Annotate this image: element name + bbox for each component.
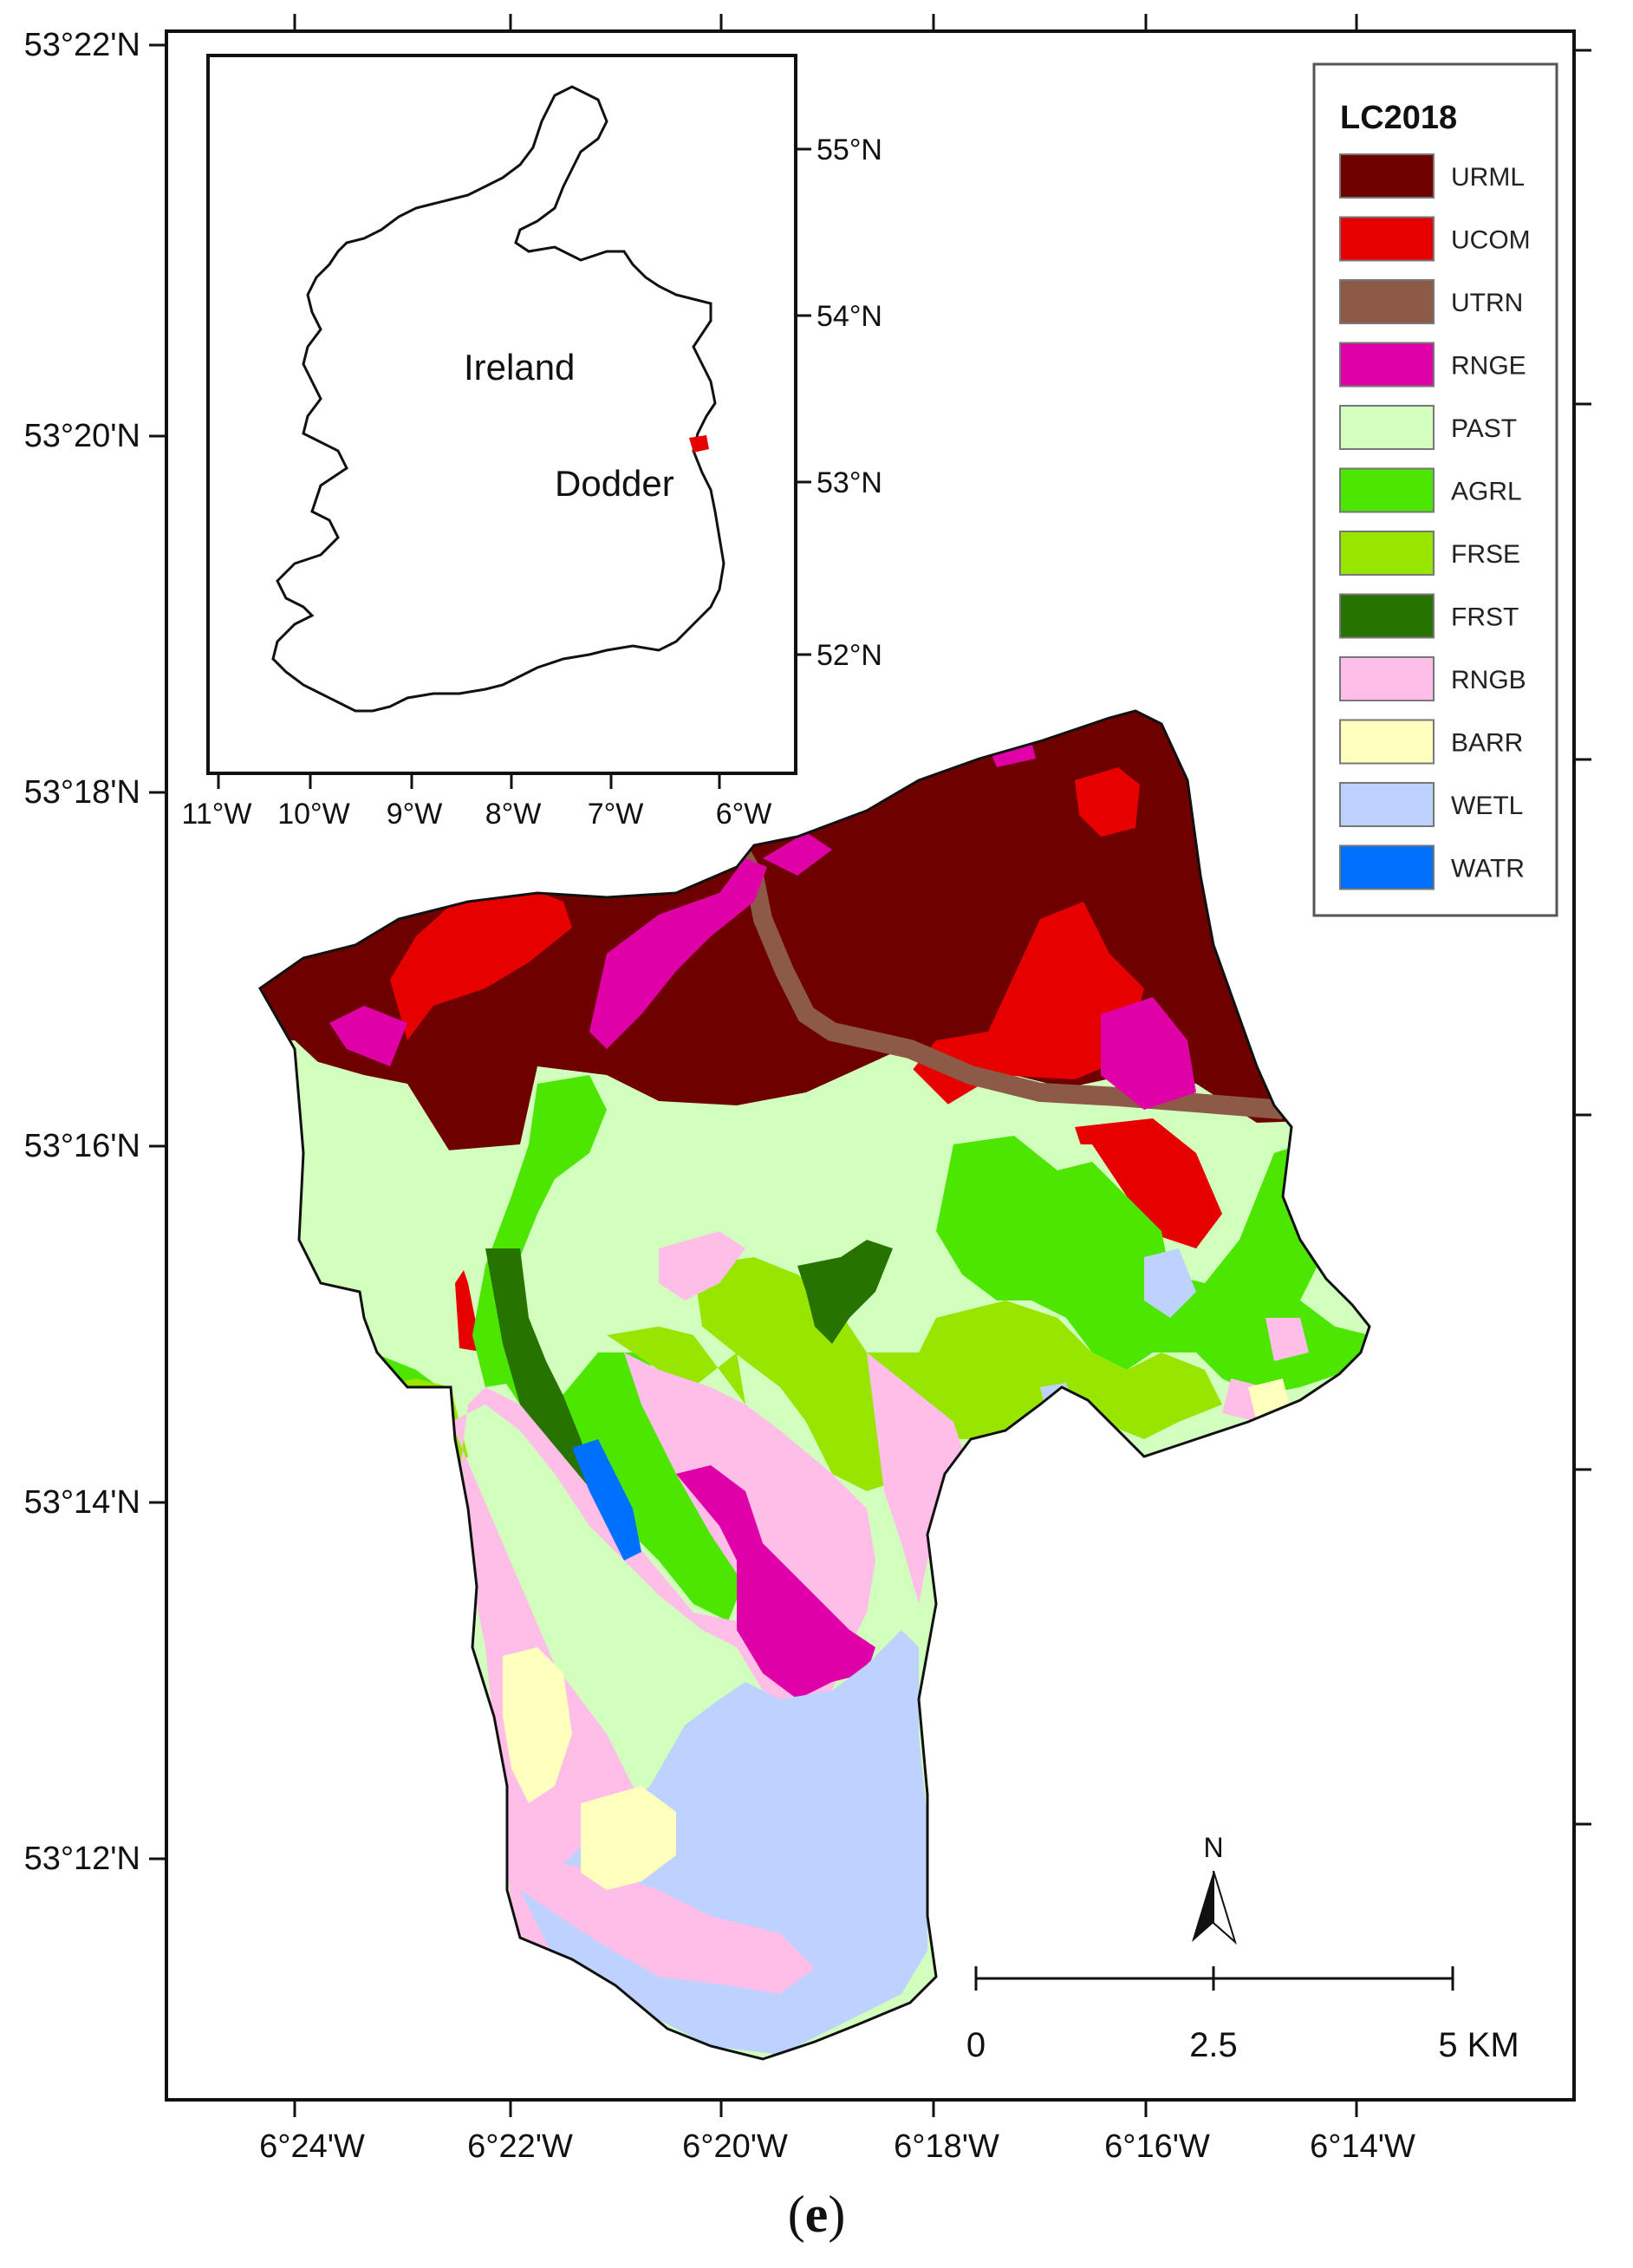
legend-swatch-barr <box>1339 719 1435 765</box>
ireland-outline <box>271 85 725 713</box>
legend-label-past: PAST <box>1451 414 1517 443</box>
legend-title: LC2018 <box>1340 100 1457 136</box>
lat-ticks <box>149 43 1591 1861</box>
scale-label: 2.5 <box>1189 2026 1238 2064</box>
inset-map: Ireland Dodder 55°N 54°N 53°N 52°N 11°W … <box>182 54 882 831</box>
lon-label: 6°22'W <box>467 2128 573 2165</box>
lon-label: 6°18'W <box>894 2128 999 2165</box>
legend-swatch-frst <box>1339 593 1435 639</box>
scale-label: 5 KM <box>1438 2026 1519 2064</box>
lon-ticks <box>293 14 1358 2117</box>
legend-label-frst: FRST <box>1451 603 1519 632</box>
lat-tick-labels: 53°22'N 53°20'N 53°18'N 53°16'N 53°14'N … <box>24 27 140 1877</box>
legend-swatch-wetl <box>1339 782 1435 827</box>
lon-label: 6°14'W <box>1310 2128 1415 2165</box>
legend-swatch-rngb <box>1339 656 1435 701</box>
north-arrow: N <box>1192 1832 1237 1945</box>
lon-tick-labels: 6°24'W 6°22'W 6°20'W 6°18'W 6°16'W 6°14'… <box>259 2128 1415 2165</box>
scale-bar <box>974 1966 1454 1991</box>
dodder-location <box>689 435 709 453</box>
inset-lon-label: 6°W <box>716 798 772 831</box>
caption-letter: e <box>804 2186 829 2243</box>
inset-lat-label: 55°N <box>816 134 882 166</box>
lat-label: 53°14'N <box>24 1484 140 1521</box>
legend-swatch-past <box>1339 405 1435 450</box>
lat-label: 53°16'N <box>24 1128 140 1164</box>
dodder-label: Dodder <box>555 463 674 504</box>
lat-label: 53°22'N <box>24 27 140 63</box>
lon-label: 6°20'W <box>682 2128 788 2165</box>
legend-swatch-ucom <box>1339 216 1435 262</box>
north-label: N <box>1203 1832 1223 1863</box>
inset-lat-label: 53°N <box>816 466 882 499</box>
legend-label-watr: WATR <box>1451 855 1525 883</box>
legend-swatch-rnge <box>1339 342 1435 388</box>
inset-lon-label: 9°W <box>387 798 443 831</box>
legend-swatch-urml <box>1339 153 1435 199</box>
legend-label-rnge: RNGE <box>1451 352 1526 381</box>
scale-label: 0 <box>966 2026 986 2064</box>
legend-swatch-watr <box>1339 844 1435 890</box>
legend-label-urml: URML <box>1451 163 1525 192</box>
inset-lat-label: 54°N <box>816 300 882 333</box>
inset-lon-label: 11°W <box>182 798 252 831</box>
legend-swatch-utrn <box>1339 279 1435 324</box>
legend-label-frse: FRSE <box>1451 540 1520 569</box>
lat-label: 53°20'N <box>24 418 140 454</box>
catchment-outline <box>258 709 1371 2061</box>
inset-lon-label: 7°W <box>588 798 644 831</box>
legend-label-wetl: WETL <box>1451 792 1523 820</box>
lon-label: 6°16'W <box>1104 2128 1210 2165</box>
inset-lon-label: 10°W <box>277 798 350 831</box>
figure-caption: (e) <box>787 2186 846 2243</box>
legend-swatch-frse <box>1339 531 1435 576</box>
lon-label: 6°24'W <box>259 2128 365 2165</box>
legend-label-ucom: UCOM <box>1451 226 1531 255</box>
legend-label-barr: BARR <box>1451 729 1523 758</box>
legend: LC2018 URML UCOM UTRN RNGE PAST AGRL FRSE FRST R… <box>1312 62 1558 917</box>
legend-label-utrn: UTRN <box>1451 289 1523 317</box>
north-arrow-icon <box>1192 1871 1213 1942</box>
inset-lon-label: 8°W <box>485 798 542 831</box>
legend-label-rngb: RNGB <box>1451 666 1526 694</box>
lat-label: 53°12'N <box>24 1841 140 1877</box>
legend-swatch-agrl <box>1339 467 1435 513</box>
lat-label: 53°18'N <box>24 774 140 811</box>
ireland-label: Ireland <box>464 347 575 388</box>
inset-lat-label: 52°N <box>816 639 882 672</box>
legend-label-agrl: AGRL <box>1451 478 1522 506</box>
